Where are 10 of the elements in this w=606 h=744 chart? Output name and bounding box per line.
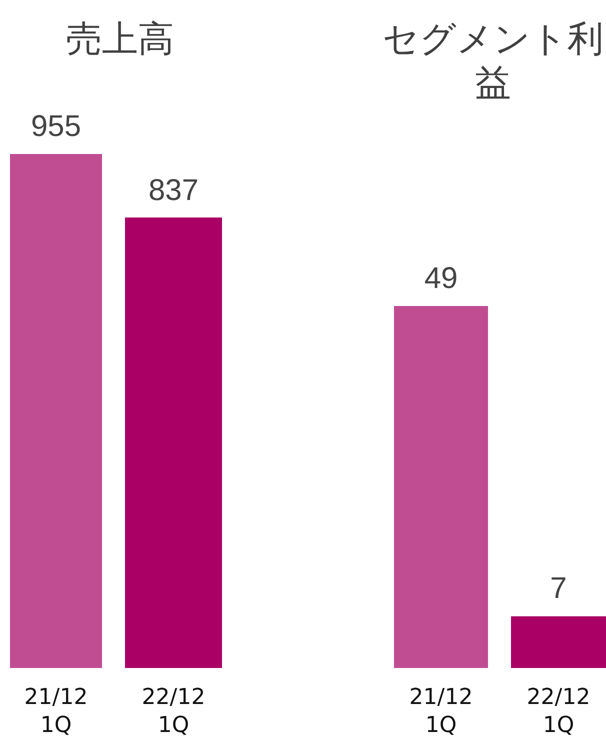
data-label: 7 (549, 572, 568, 606)
x-tick-label: 22/12 1Q (140, 684, 206, 740)
data-label: 837 (147, 174, 200, 208)
x-tick-label: 22/12 1Q (526, 684, 592, 740)
chart-title: セグメント利益 (382, 18, 604, 106)
data-label: 49 (423, 262, 459, 296)
data-label: 955 (30, 110, 82, 144)
x-tick-label: 21/12 1Q (23, 684, 89, 740)
x-tick-label: 21/12 1Q (408, 684, 474, 740)
chart-title: 売上高 (65, 18, 175, 62)
